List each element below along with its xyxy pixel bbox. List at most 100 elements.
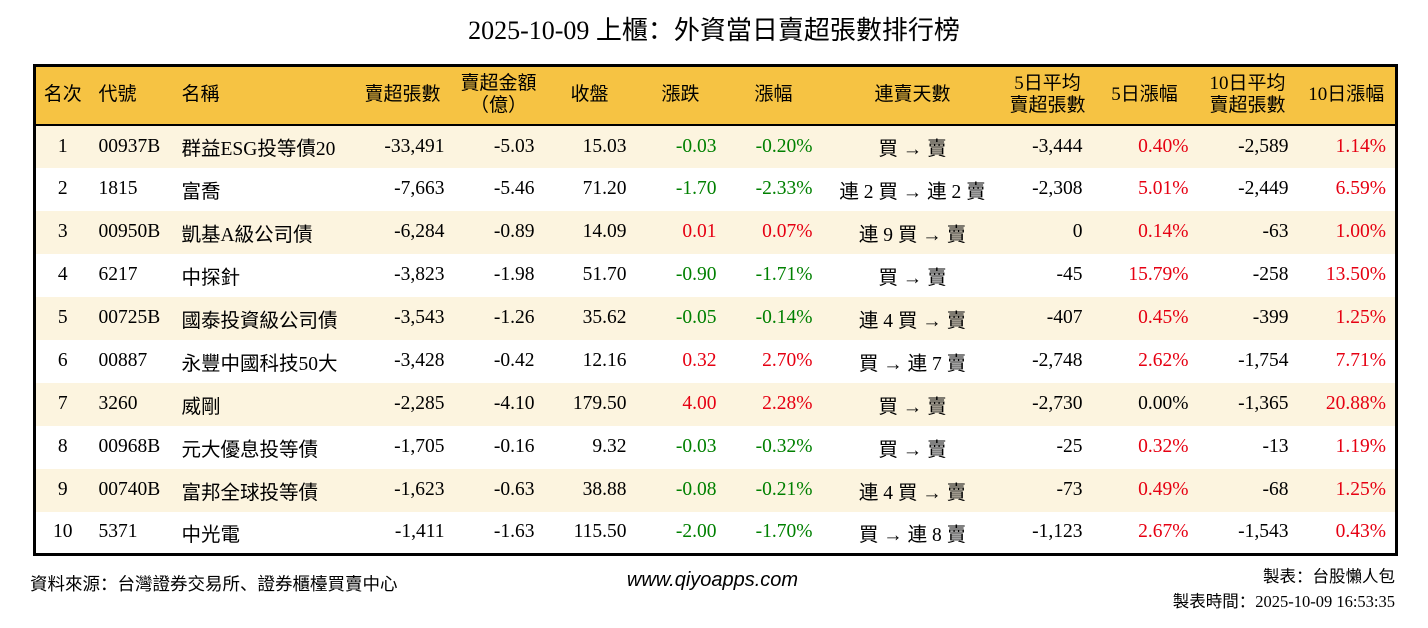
- cell-pct10: 1.14%: [1335, 135, 1386, 157]
- cell-name: 永豐中國科技50大: [181, 353, 338, 375]
- cell-change-pct: -1.71%: [755, 264, 813, 285]
- cell-change: -0.08: [675, 479, 717, 500]
- cell-close: 115.50: [573, 521, 627, 543]
- cell-pct10: 6.59%: [1335, 178, 1386, 199]
- cell-name: 群益ESG投等債20: [181, 139, 336, 160]
- cell-pct10: 1.00%: [1335, 221, 1386, 242]
- table-row: 7 3260 威剛 -2,285 -4.10 179.50 4.00 2.28%…: [34, 382, 1397, 426]
- cell-name: 富喬: [181, 181, 221, 203]
- cell-rank: 1: [57, 135, 68, 157]
- cell-avg10: -2,449: [1238, 178, 1289, 199]
- cell-code: 00887: [98, 350, 148, 371]
- cell-change-pct: 0.07%: [762, 221, 813, 242]
- cell-streak: 買 → 賣: [878, 439, 947, 461]
- cell-avg10: -63: [1262, 221, 1289, 242]
- cell-name: 中光電: [181, 524, 241, 546]
- cell-avg5: -45: [1056, 264, 1083, 285]
- table-row: 5 00725B 國泰投資級公司債 -3,543 -1.26 35.62 -0.…: [34, 296, 1397, 340]
- cell-volume: -7,663: [394, 178, 445, 199]
- cell-close: 35.62: [582, 307, 627, 328]
- cell-streak: 連 4 買 → 賣: [858, 482, 967, 504]
- cell-pct5: 2.62%: [1138, 350, 1189, 371]
- cell-streak: 連 4 買 → 賣: [858, 310, 967, 332]
- cell-pct5: 5.01%: [1138, 178, 1189, 199]
- cell-streak: 連 9 買 → 賣: [858, 224, 967, 246]
- cell-avg5: -73: [1056, 479, 1083, 500]
- col-header-streak: 連賣天數: [821, 65, 1004, 126]
- col-header-sell-volume: 賣超張數: [351, 65, 454, 126]
- cell-code: 00937B: [98, 135, 161, 157]
- cell-pct10: 20.88%: [1325, 393, 1386, 414]
- cell-pct5: 0.45%: [1138, 307, 1189, 328]
- cell-close: 38.88: [582, 479, 627, 500]
- cell-code: 6217: [98, 264, 138, 285]
- cell-amount: -0.16: [493, 436, 535, 457]
- cell-change-pct: -0.32%: [755, 436, 813, 457]
- cell-pct5: 0.32%: [1138, 436, 1189, 457]
- table-row: 8 00968B 元大優息投等債 -1,705 -0.16 9.32 -0.03…: [35, 426, 1397, 469]
- cell-pct5: 0.14%: [1138, 221, 1189, 242]
- cell-pct10: 7.71%: [1335, 350, 1386, 371]
- cell-pct10: 0.43%: [1335, 521, 1386, 543]
- table-body: 1 00937B 群益ESG投等債20 -33,491 -5.03 15.03 …: [34, 124, 1397, 555]
- cell-rank: 4: [57, 264, 68, 285]
- col-header-pct5: 5日漲幅: [1091, 65, 1198, 126]
- col-header-change-pct: 漲幅: [725, 65, 822, 126]
- data-source: 資料來源：台灣證券交易所、證券櫃檯買賣中心: [30, 574, 398, 594]
- table-row: 3 00950B 凱基A級公司債 -6,284 -0.89 14.09 0.01…: [34, 210, 1397, 254]
- cell-pct10: 13.50%: [1325, 264, 1386, 285]
- cell-pct10: 1.25%: [1335, 479, 1386, 500]
- cell-streak: 買 → 賣: [878, 139, 947, 160]
- cell-pct5: 0.49%: [1138, 479, 1189, 500]
- cell-amount: -0.89: [493, 221, 535, 242]
- col-header-avg10: 10日平均 賣超張數: [1197, 65, 1298, 126]
- cell-streak: 連 2 買 → 連 2 賣: [839, 181, 986, 203]
- cell-rank: 7: [57, 393, 68, 414]
- col-header-code: 代號: [89, 65, 174, 126]
- cell-change: -0.90: [675, 264, 717, 285]
- cell-change: -2.00: [675, 521, 717, 543]
- cell-pct5: 2.67%: [1138, 521, 1189, 543]
- cell-avg10: -1,754: [1238, 350, 1289, 371]
- cell-change-pct: -1.70%: [755, 521, 813, 543]
- col-header-rank: 名次: [34, 65, 90, 126]
- cell-change: 0.32: [682, 350, 717, 371]
- cell-code: 3260: [98, 393, 138, 414]
- cell-streak: 買 → 連 8 賣: [858, 524, 967, 546]
- footer: 資料來源：台灣證券交易所、證券櫃檯買賣中心 www.qiyoapps.com 製…: [30, 564, 1395, 614]
- cell-change-pct: -0.20%: [755, 135, 813, 157]
- website-link[interactable]: www.qiyoapps.com: [626, 569, 799, 591]
- cell-code: 00740B: [98, 479, 161, 500]
- cell-change: -1.70: [675, 178, 717, 199]
- table-row: 6 00887 永豐中國科技50大 -3,428 -0.42 12.16 0.3…: [35, 340, 1397, 383]
- cell-name: 國泰投資級公司債: [181, 310, 338, 332]
- cell-close: 12.16: [582, 350, 627, 371]
- maker-credit: 製表：台股懶人包: [1263, 567, 1395, 586]
- cell-code: 1815: [98, 178, 138, 199]
- cell-code: 5371: [98, 521, 138, 543]
- cell-avg10: -13: [1262, 436, 1289, 457]
- cell-rank: 5: [57, 307, 68, 328]
- cell-rank: 9: [57, 479, 68, 500]
- cell-volume: -3,823: [394, 264, 445, 285]
- table-row: 1 00937B 群益ESG投等債20 -33,491 -5.03 15.03 …: [34, 124, 1397, 168]
- cell-volume: -1,411: [394, 521, 445, 543]
- cell-close: 15.03: [582, 135, 627, 157]
- cell-avg5: -407: [1046, 307, 1083, 328]
- cell-rank: 2: [57, 178, 68, 199]
- cell-volume: -33,491: [384, 135, 445, 157]
- cell-pct5: 0.00%: [1138, 393, 1189, 414]
- cell-change-pct: -2.33%: [755, 178, 813, 199]
- cell-amount: -5.03: [493, 135, 535, 157]
- cell-volume: -3,428: [394, 350, 445, 371]
- ranking-table: 名次 代號 名稱 賣超張數 賣超金額 （億） 收盤 漲跌 漲幅 連賣天數 5日平…: [33, 64, 1398, 556]
- cell-avg5: 0: [1072, 221, 1083, 242]
- cell-avg10: -1,365: [1238, 393, 1289, 414]
- cell-change: 0.01: [682, 221, 717, 242]
- report-page: 2025-10-09 上櫃：外資當日賣超張數排行榜 名次 代號 名稱 賣超張數 …: [0, 16, 1428, 614]
- cell-amount: -5.46: [493, 178, 535, 199]
- cell-avg5: -1,123: [1032, 521, 1083, 543]
- cell-avg5: -25: [1056, 436, 1083, 457]
- generated-time: 製表時間：2025-10-09 16:53:35: [1172, 592, 1395, 611]
- cell-amount: -1.26: [493, 307, 535, 328]
